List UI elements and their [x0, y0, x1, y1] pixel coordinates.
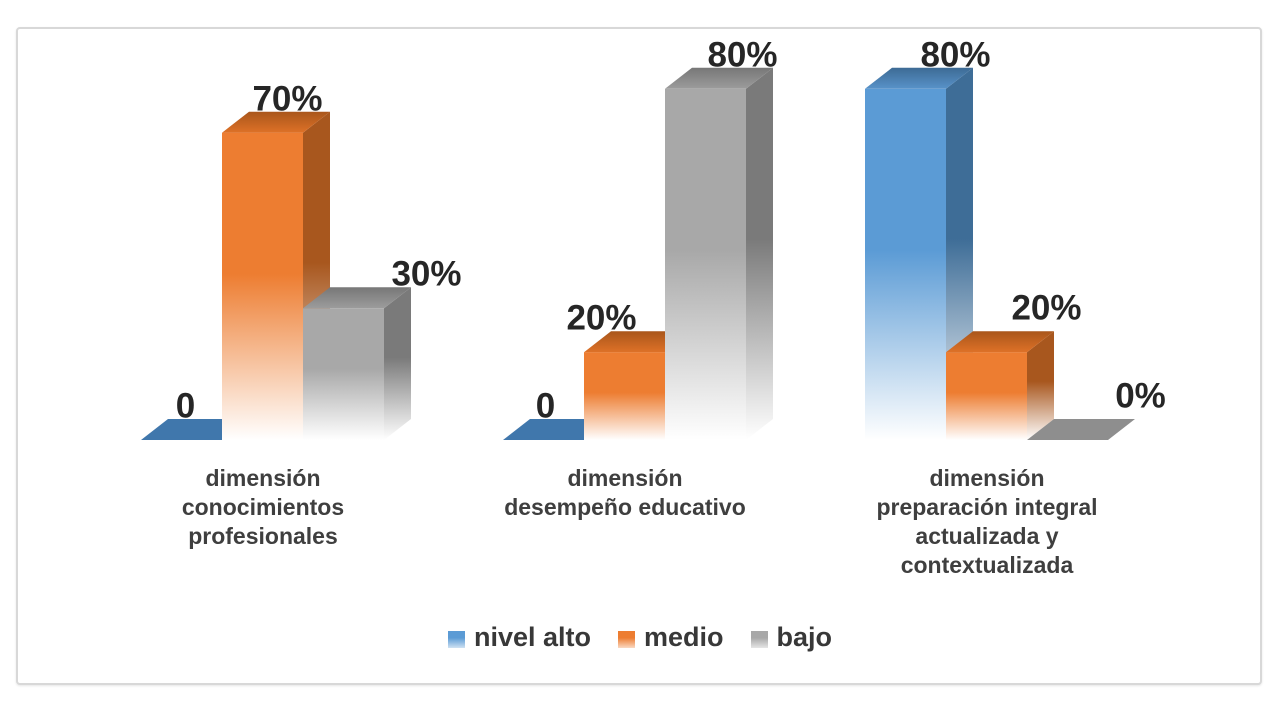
bar-top-face	[303, 287, 411, 309]
legend-swatch-bajo	[750, 630, 768, 648]
category-label-2: dimensión desempeño educativo	[455, 464, 795, 522]
bar-front-face	[665, 88, 746, 441]
category-label-1: dimensión conocimientos profesionales	[93, 464, 433, 551]
bar-front-face	[865, 88, 946, 441]
bar-side-face	[384, 287, 411, 440]
value-label-medio-cat2: 20%	[566, 298, 637, 338]
category-label-line: preparación integral	[876, 494, 1098, 520]
legend-label: nivel alto	[473, 622, 591, 652]
value-label-medio-cat1: 70%	[252, 79, 323, 119]
legend-label: medio	[644, 622, 724, 652]
category-label-line: dimensión	[205, 465, 321, 491]
category-label-line: dimensión	[929, 465, 1045, 491]
category-label-line: contextualizada	[900, 552, 1074, 578]
bar-side-face	[1027, 331, 1054, 440]
bar-top-face	[865, 67, 973, 89]
bar-medio-cat1	[222, 111, 330, 440]
category-label-line: profesionales	[188, 523, 338, 549]
value-label-nivel-alto-cat2: 0	[535, 386, 556, 426]
bar-medio-cat3	[946, 331, 1054, 440]
value-label-nivel-alto-cat1: 0	[175, 386, 196, 426]
zero-tile	[1027, 419, 1135, 440]
bar-bajo-cat1	[303, 287, 411, 440]
bar-front-face	[584, 352, 665, 440]
category-label-3: dimensión preparación integral actualizada…	[817, 464, 1157, 580]
value-label-nivel-alto-cat3: 80%	[920, 35, 991, 75]
category-label-line: actualizada y	[915, 523, 1059, 549]
value-label-medio-cat3: 20%	[1011, 288, 1082, 328]
category-label-line: conocimientos	[181, 494, 345, 520]
bar-front-face	[222, 132, 303, 440]
category-label-line: dimensión	[567, 465, 683, 491]
bar-top-face	[946, 331, 1054, 353]
legend-label: bajo	[776, 622, 833, 652]
legend-item-bajo: bajo	[750, 622, 833, 652]
value-label-bajo-cat3: 0%	[1115, 376, 1166, 416]
bar-front-face	[303, 308, 384, 440]
legend-item-medio: medio	[618, 624, 724, 651]
bar-top-face	[665, 67, 773, 89]
value-label-bajo-cat1: 30%	[391, 254, 462, 294]
legend-item-nivel-alto: nivel alto	[447, 622, 591, 652]
legend: nivel alto medio bajo	[0, 624, 1280, 651]
category-label-line: desempeño educativo	[504, 494, 746, 520]
legend-swatch-nivel-alto	[447, 630, 465, 648]
value-label-bajo-cat2: 80%	[707, 35, 778, 75]
bar-front-face	[946, 352, 1027, 440]
bar-bajo-cat3	[1027, 419, 1135, 440]
bar-side-face	[746, 67, 773, 441]
bar-top-face	[222, 111, 330, 133]
legend-swatch-medio	[618, 630, 635, 648]
bar-bajo-cat2	[665, 67, 773, 441]
